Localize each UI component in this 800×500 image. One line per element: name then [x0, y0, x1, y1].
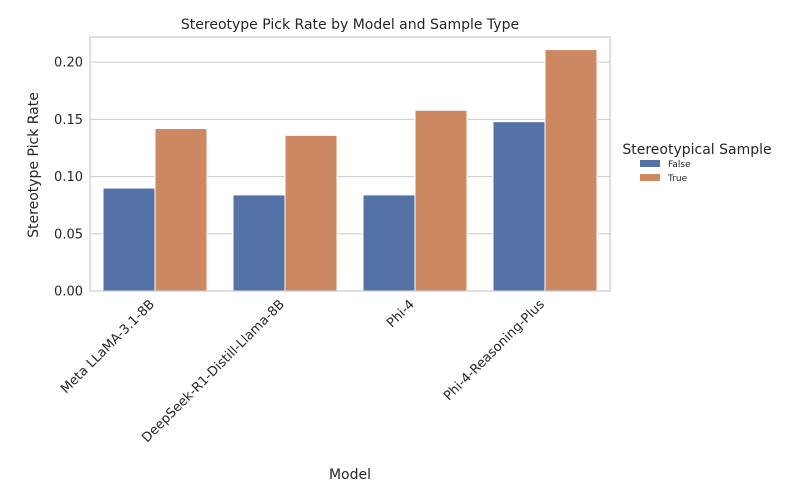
bar-false-1: [232, 194, 286, 292]
bar-false-3: [492, 121, 546, 292]
bar-true-3: [544, 49, 598, 292]
legend-label-true: True: [667, 174, 688, 184]
bar-true-2: [414, 109, 468, 292]
x-tick-label: Phi-4-Reasoning-Plus: [441, 297, 548, 404]
legend-title: Stereotypical Sample: [622, 142, 771, 158]
bars: [102, 49, 598, 292]
x-axis-label: Model: [329, 467, 371, 483]
chart-title: Stereotype Pick Rate by Model and Sample…: [181, 17, 519, 33]
x-tick-label: DeepSeek-R1-Distill-Llama-8B: [139, 297, 288, 446]
y-tick-label: 0.15: [54, 113, 83, 128]
legend-swatch-false: [640, 160, 660, 167]
bar-true-1: [284, 134, 338, 292]
legend-label-false: False: [668, 160, 691, 170]
y-tick-labels: 0.00 0.05 0.10 0.15 0.20: [54, 56, 83, 300]
y-tick-label: 0.20: [54, 56, 83, 71]
plot-frame: [89, 36, 611, 292]
legend: Stereotypical Sample False True: [622, 142, 771, 184]
bar-false-2: [362, 194, 416, 292]
x-tick-label: Phi-4: [384, 297, 418, 331]
y-tick-label: 0.10: [54, 170, 83, 185]
bar-false-0: [102, 187, 156, 292]
y-axis-label: Stereotype Pick Rate: [26, 92, 42, 238]
y-tick-label: 0.00: [54, 285, 83, 300]
y-tick-label: 0.05: [54, 227, 83, 242]
x-tick-label: Meta LLaMA-3.1-8B: [58, 297, 158, 397]
bar-true-0: [154, 128, 208, 292]
legend-swatch-true: [640, 174, 660, 181]
x-tick-labels: Meta LLaMA-3.1-8BDeepSeek-R1-Distill-Lla…: [58, 297, 548, 446]
